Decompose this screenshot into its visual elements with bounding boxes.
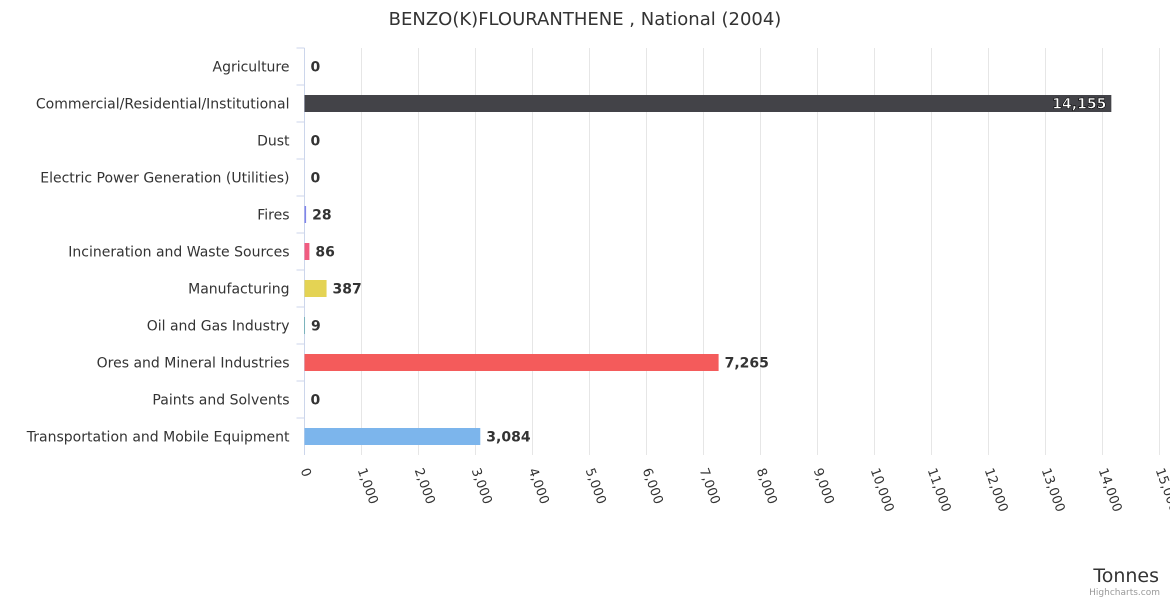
x-tick-label: 2,000 [411,466,438,506]
category-label: Agriculture [213,60,290,76]
x-tick-label: 3,000 [468,466,495,506]
bar[interactable] [304,317,306,334]
data-label: 3,084 [486,430,531,446]
bar[interactable] [304,206,307,223]
x-tick-label: 8,000 [753,466,780,506]
data-labels: 0 14,155 0 0 28 86 387 9 7,265 0 3,084 [311,60,1107,446]
category-label: Electric Power Generation (Utilities) [40,171,289,187]
data-label: 14,155 [1052,97,1106,113]
category-axis: Agriculture Commercial/Residential/Instit… [26,47,305,455]
category-label: Paints and Solvents [152,393,289,409]
x-tick-label: 5,000 [582,466,609,506]
category-label: Commercial/Residential/Institutional [36,97,290,113]
category-label: Fires [257,208,289,224]
chart-title: BENZO(K)FLOURANTHENE , National (2004) [389,9,782,30]
grid [361,48,1160,455]
category-label: Manufacturing [188,282,289,298]
data-label: 387 [333,282,362,298]
bar[interactable] [304,280,327,297]
category-label: Oil and Gas Industry [147,319,290,335]
x-tick-label: 9,000 [810,466,837,506]
x-tick-label: 4,000 [525,466,552,506]
data-label: 0 [311,134,321,150]
category-label: Dust [257,134,290,150]
category-label: Transportation and Mobile Equipment [26,430,290,446]
x-axis-title: Tonnes [1092,565,1159,587]
x-tick-label: 0 [297,466,314,479]
x-tick-label: 1,000 [354,466,381,506]
data-label: 28 [312,208,331,224]
data-label: 9 [311,319,321,335]
bar[interactable] [304,428,481,445]
x-tick-label: 6,000 [639,466,666,506]
x-tick-label: 13,000 [1038,466,1068,514]
value-axis: 0 1,000 2,000 3,000 4,000 5,000 6,000 7,000 8,00… [297,466,1170,514]
data-label: 0 [311,171,321,187]
data-label: 86 [315,245,334,261]
x-tick-label: 11,000 [924,466,954,514]
category-label: Incineration and Waste Sources [68,245,289,261]
x-tick-label: 7,000 [696,466,723,506]
bars [304,95,1112,445]
bar[interactable] [304,95,1112,112]
data-label: 7,265 [725,356,769,372]
x-tick-label: 12,000 [981,466,1011,514]
x-tick-label: 15,000 [1152,466,1170,514]
x-tick-label: 10,000 [867,466,897,514]
category-label: Ores and Mineral Industries [97,356,290,372]
bar[interactable] [304,354,719,371]
credits[interactable]: Highcharts.com [1089,588,1160,598]
bar[interactable] [304,243,310,260]
x-tick-label: 14,000 [1095,466,1125,514]
data-label: 0 [311,393,321,409]
data-label: 0 [311,60,321,76]
